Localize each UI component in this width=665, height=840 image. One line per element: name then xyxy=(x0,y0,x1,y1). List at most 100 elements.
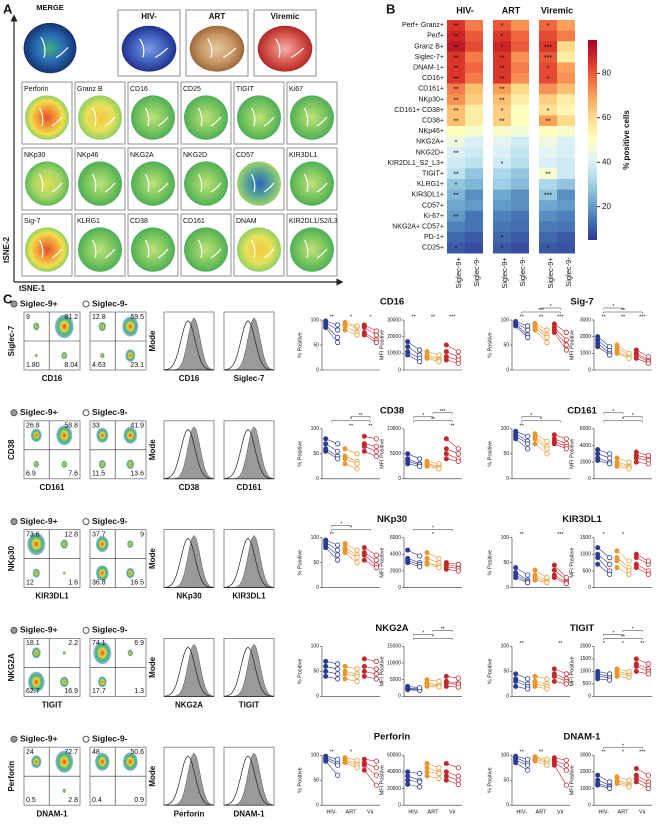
dot-siglec9-pos xyxy=(424,769,430,775)
pair-line xyxy=(344,552,358,563)
dot-siglec9-neg xyxy=(645,461,651,467)
heatmap-cell xyxy=(493,62,511,74)
dot-siglec9-pos xyxy=(342,671,348,677)
quadrant-value: 17.7 xyxy=(92,688,106,695)
dot-siglec9-neg xyxy=(525,323,531,329)
dot-siglec9-neg xyxy=(455,349,461,355)
heatmap-cell xyxy=(493,136,511,148)
dot-siglec9-neg xyxy=(335,671,341,677)
heatmap-cell xyxy=(493,51,511,63)
pair-line xyxy=(534,443,548,455)
tsne-marker-label: Perforin xyxy=(24,86,49,93)
histogram-outline xyxy=(163,755,215,806)
dot-siglec9-pos xyxy=(361,433,367,439)
heatmap-cell xyxy=(539,221,557,233)
dot-siglec9-pos xyxy=(443,761,449,767)
dot-siglec9-pos xyxy=(405,777,411,783)
dot-siglec9-neg xyxy=(525,686,531,692)
histogram-x-label: Siglec-7 xyxy=(234,374,265,383)
dot-siglec9-neg xyxy=(335,339,341,346)
dot-siglec9-pos xyxy=(513,436,519,442)
tsne-map xyxy=(237,227,281,272)
heatmap-group: Viremic xyxy=(541,5,573,15)
quadrant-value: 33 xyxy=(92,423,100,430)
dot-siglec9-neg xyxy=(455,458,461,464)
heatmap-row-label: Ki-67+ xyxy=(424,213,444,220)
heatmap-cell xyxy=(465,94,483,106)
dot-siglec9-neg xyxy=(645,571,651,577)
dot-siglec9-neg xyxy=(626,558,632,564)
significance: * xyxy=(455,246,458,253)
heatmap-row-label: Granz B+ xyxy=(414,43,444,50)
dot-siglec9-pos xyxy=(342,461,348,467)
heatmap-cell xyxy=(557,147,575,159)
significance: * xyxy=(432,532,435,538)
y-tick-label: 0 xyxy=(588,585,591,591)
significance: ** xyxy=(431,314,436,320)
dot-siglec9-pos xyxy=(361,545,367,551)
significance-bracket xyxy=(331,529,371,532)
heatmap-cell xyxy=(539,62,557,74)
cell-density xyxy=(27,532,46,556)
y-axis-label: MFI Positive xyxy=(569,439,575,469)
significance: *** xyxy=(544,55,552,62)
y-tick-label: 1000 xyxy=(580,786,591,792)
heatmap-cell xyxy=(539,189,557,201)
cell-density xyxy=(54,314,74,339)
dot-siglec9-pos xyxy=(361,552,367,558)
dot-siglec9-pos xyxy=(614,350,620,356)
dot-siglec9-neg xyxy=(525,572,531,578)
heatmap-cell xyxy=(465,41,483,53)
dot-siglec9-pos xyxy=(633,347,639,353)
heatmap-cell xyxy=(493,179,511,190)
heatmap-cell xyxy=(511,136,529,148)
dot-siglec9-neg xyxy=(607,461,613,467)
legend-label: Siglec-9+ xyxy=(20,733,58,743)
pair-line xyxy=(597,557,610,572)
heatmap-row-label: KIR3DL1+ xyxy=(412,192,445,199)
heatmap-cell xyxy=(447,179,465,190)
heatmap-cell xyxy=(493,20,511,31)
y-axis-label: % Positive xyxy=(487,332,493,358)
dot-siglec9-neg xyxy=(354,332,360,338)
dot-siglec9-neg xyxy=(607,571,613,577)
significance-bracket xyxy=(413,416,434,419)
tsne-marker-label: DNAM xyxy=(236,218,257,225)
tsne-gap xyxy=(91,239,116,259)
dot-siglec9-pos xyxy=(513,753,519,759)
tsne-marker-label: CD25 xyxy=(183,86,201,93)
dot-siglec9-pos xyxy=(595,561,601,567)
heatmap-cell xyxy=(447,168,465,180)
dot-siglec9-neg xyxy=(373,552,379,558)
dot-siglec9-neg xyxy=(373,758,379,764)
dot-siglec9-neg xyxy=(335,552,341,558)
significance: ** xyxy=(453,55,459,62)
heatmap-row-label: CD57+ xyxy=(422,202,444,209)
tsne-map xyxy=(237,95,281,140)
dot-siglec9-pos xyxy=(551,321,557,327)
dot-siglec9-neg xyxy=(645,360,651,366)
dot-siglec9-pos xyxy=(513,318,519,324)
significance: * xyxy=(550,304,552,310)
tsne-map xyxy=(237,161,281,206)
legend-label: Siglec-9- xyxy=(92,733,128,743)
histogram-x-label: KIR3DL1 xyxy=(232,592,266,601)
dot-siglec9-neg xyxy=(563,762,569,768)
dot-siglec9-neg xyxy=(525,334,531,341)
y-tick-label: 0 xyxy=(506,367,509,373)
significance-bracket xyxy=(603,307,624,310)
y-tick-label: 0 xyxy=(316,367,319,373)
dot-siglec9-pos xyxy=(323,324,329,330)
heatmap-cell xyxy=(539,126,557,137)
legend-label: Siglec-9- xyxy=(92,407,128,417)
significance: ** xyxy=(621,314,626,320)
y-tick-label: 100 xyxy=(311,753,320,759)
y-tick-label: 50 xyxy=(313,342,319,348)
x-tick-label: HIV- xyxy=(598,810,609,816)
dot-siglec9-neg xyxy=(417,685,423,691)
heatmap-cell xyxy=(557,157,575,169)
heatmap-cell xyxy=(447,200,465,212)
marker-title: KIR3DL1 xyxy=(562,514,602,525)
dot-siglec9-neg xyxy=(645,661,651,667)
significance-bracket xyxy=(350,416,371,419)
